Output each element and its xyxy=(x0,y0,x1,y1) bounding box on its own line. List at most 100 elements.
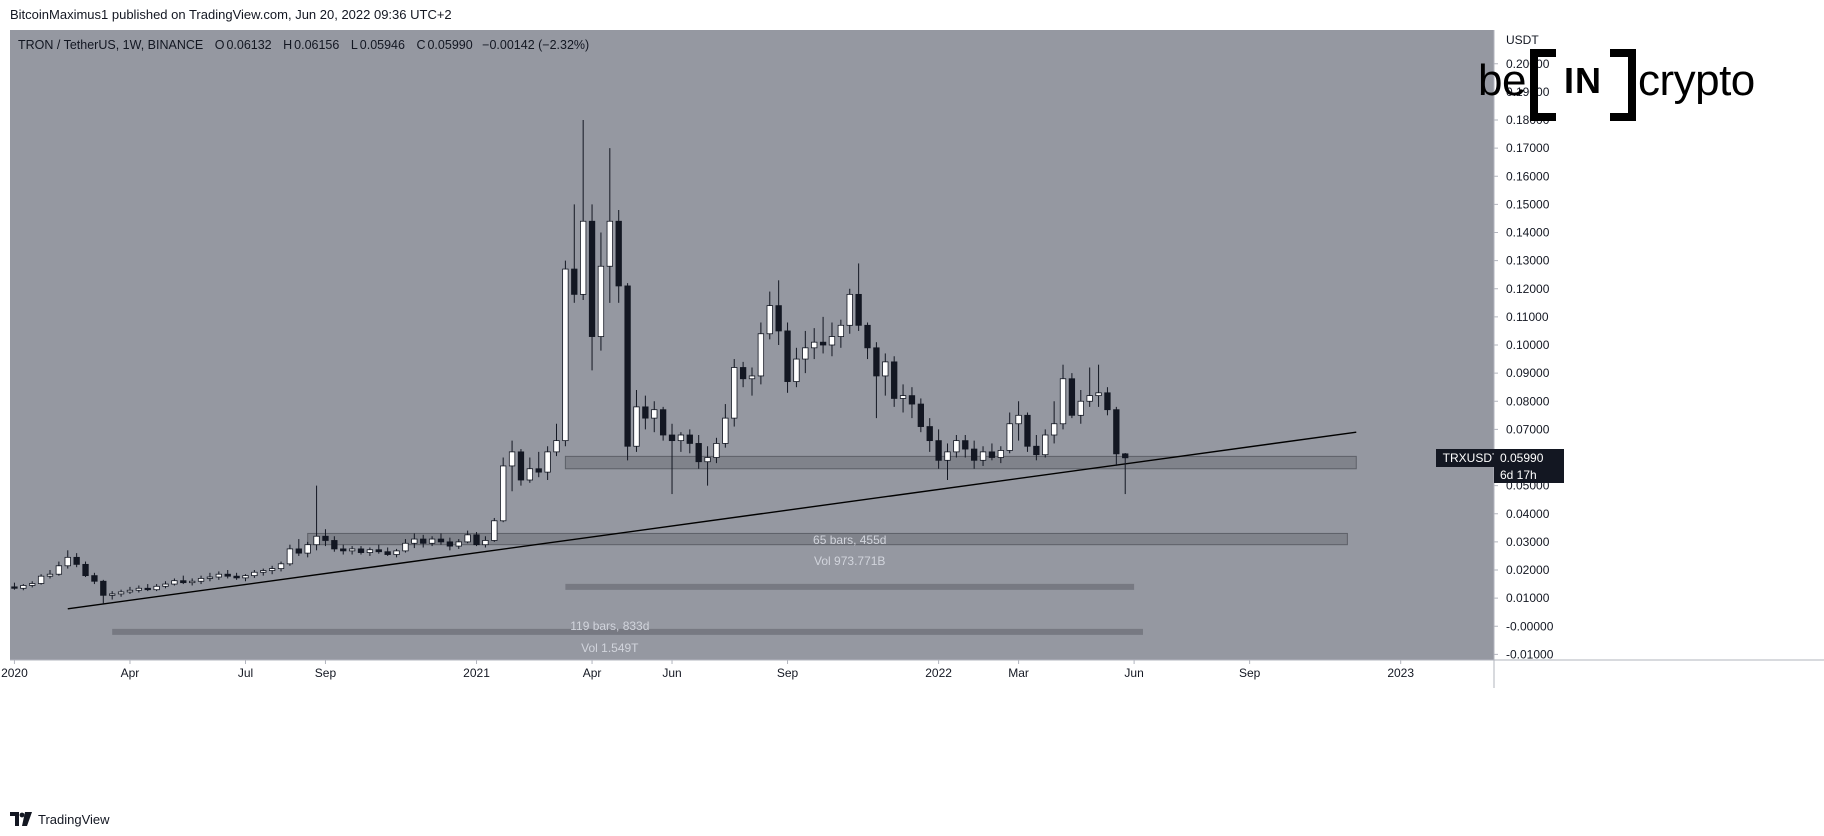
candle xyxy=(722,404,729,448)
candle-body-down xyxy=(233,575,240,579)
candle-body-down xyxy=(473,534,480,546)
candle-body-up xyxy=(500,465,507,522)
candle-body-up xyxy=(544,451,551,473)
candle-body-down xyxy=(91,575,98,582)
x-tick-label: 2021 xyxy=(463,666,490,680)
plot-area[interactable] xyxy=(10,30,1494,660)
candle-body-up xyxy=(215,573,222,578)
candle-body-up xyxy=(29,583,36,586)
candle-body-up xyxy=(64,556,71,567)
candle xyxy=(1059,364,1067,430)
tradingview-logo-text: TradingView xyxy=(38,811,110,827)
candle xyxy=(117,589,125,597)
candle-body-up xyxy=(651,409,658,419)
candle-body-up xyxy=(482,540,489,546)
candle-body-down xyxy=(668,434,676,442)
candle-body-up xyxy=(348,548,356,552)
candle-body-up xyxy=(197,578,205,582)
close-label: C xyxy=(416,38,426,52)
beincrypto-logo: be IN crypto xyxy=(1478,45,1755,121)
candle xyxy=(1024,412,1031,452)
candle xyxy=(375,544,382,554)
candle xyxy=(748,367,756,396)
candle xyxy=(891,356,898,407)
candle xyxy=(46,570,54,579)
candle-body-down xyxy=(144,587,151,591)
change-value: −0.00142 (−2.32%) xyxy=(482,38,590,52)
candle-body-up xyxy=(677,434,685,442)
high-label: H xyxy=(283,38,293,52)
y-tick-label: 0.03000 xyxy=(1506,535,1550,549)
candle xyxy=(1122,453,1129,495)
candle xyxy=(55,561,63,576)
candle-body-up xyxy=(251,571,258,577)
y-tick-label: 0.04000 xyxy=(1506,507,1550,521)
candle xyxy=(197,575,205,585)
candle-body-down xyxy=(357,548,365,553)
candle xyxy=(606,148,613,303)
candle-body-up xyxy=(286,548,294,565)
x-tick-label: Jul xyxy=(238,666,253,680)
candle xyxy=(428,536,436,547)
candle xyxy=(206,572,214,582)
candle xyxy=(357,546,365,555)
ticker-label: TRXUSDT xyxy=(1436,448,1506,467)
candle xyxy=(802,330,809,374)
candle xyxy=(935,429,942,469)
y-tick-label: 0.10000 xyxy=(1506,338,1550,352)
candle xyxy=(242,574,249,582)
candle-body-down xyxy=(864,324,871,349)
candle-body-down xyxy=(1024,414,1031,447)
candle xyxy=(286,544,294,566)
candle-body-down xyxy=(73,556,80,565)
candle xyxy=(109,591,116,600)
candle xyxy=(562,260,569,447)
y-tick-label: 0.13000 xyxy=(1506,254,1550,268)
candle-body-down xyxy=(695,443,702,463)
y-tick-label: 0.07000 xyxy=(1506,422,1550,436)
candle-body-up xyxy=(260,570,267,573)
candle xyxy=(580,120,587,300)
high-value: 0.06156 xyxy=(294,38,340,52)
candle-body-down xyxy=(1033,445,1040,456)
candle xyxy=(491,517,498,542)
candle-body-up xyxy=(526,468,533,481)
candle xyxy=(944,443,951,480)
candle-body-down xyxy=(784,330,791,382)
candle xyxy=(597,232,605,351)
candle xyxy=(29,581,36,588)
candle xyxy=(482,536,489,548)
candle-body-up xyxy=(722,417,729,444)
candle xyxy=(189,578,196,586)
candle-body-up xyxy=(802,347,809,360)
candle-body-up xyxy=(393,550,400,555)
y-tick-label: -0.00000 xyxy=(1506,619,1554,633)
candle-body-down xyxy=(988,451,996,458)
time-axis[interactable] xyxy=(10,660,1824,688)
candle-body-up xyxy=(455,541,462,547)
candle xyxy=(846,288,853,334)
candle-body-down xyxy=(437,538,445,543)
candle xyxy=(971,440,978,469)
candle xyxy=(260,568,267,576)
candle xyxy=(668,423,676,495)
candle xyxy=(348,546,356,555)
y-tick-label: 0.17000 xyxy=(1506,141,1550,155)
candle-body-up xyxy=(402,542,409,552)
candle-body-up xyxy=(704,457,711,463)
x-tick-label: Mar xyxy=(1008,666,1029,680)
candle-body-down xyxy=(891,361,898,399)
y-tick-label: 0.14000 xyxy=(1506,226,1550,240)
candle xyxy=(268,565,276,575)
x-tick-label: 2022 xyxy=(925,666,952,680)
candle xyxy=(811,328,818,360)
candle-body-down xyxy=(571,268,578,295)
candle-body-up xyxy=(55,565,63,575)
y-tick-label: -0.01000 xyxy=(1506,647,1554,661)
candle xyxy=(997,446,1004,464)
footer: TradingView xyxy=(10,808,110,830)
candle xyxy=(793,347,800,388)
price-axis[interactable] xyxy=(1494,30,1824,660)
